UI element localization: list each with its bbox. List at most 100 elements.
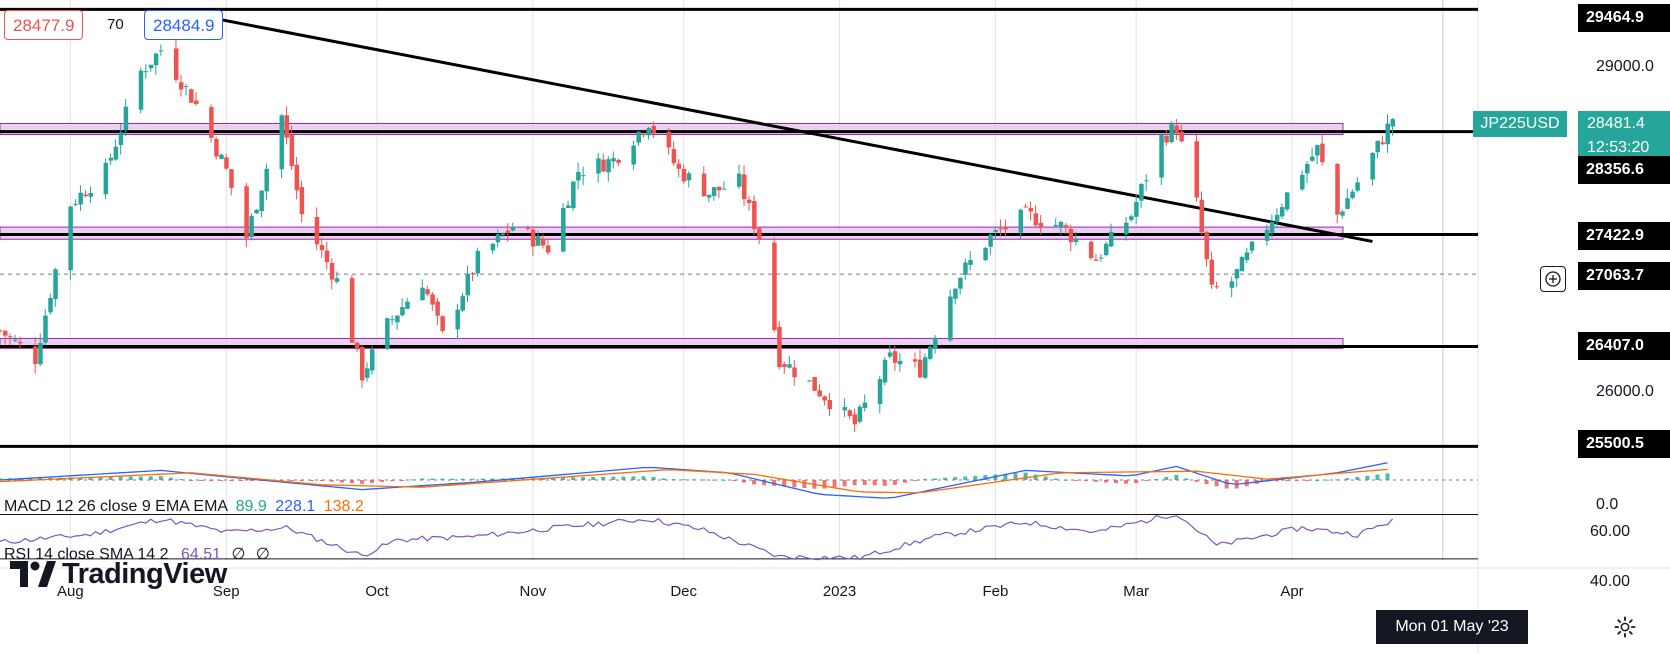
candle-body — [299, 186, 305, 215]
candle-body — [1068, 228, 1074, 243]
macd-histogram-bar — [1144, 480, 1149, 482]
rsi-title: RSI 14 close SMA 14 2 — [4, 546, 169, 563]
macd-histogram-bar — [0, 478, 2, 480]
rsi-legend[interactable]: RSI 14 close SMA 14 2 64.51 ∅ ∅ — [4, 544, 270, 564]
candle-body — [1038, 222, 1044, 227]
macd-histogram-bar — [953, 477, 958, 480]
macd-histogram-bar — [701, 479, 706, 481]
candle-body — [158, 50, 164, 52]
candle-body — [1174, 125, 1179, 134]
support-resistance-zone — [0, 337, 1344, 349]
candle-body — [33, 346, 38, 365]
macd-histogram-bar — [28, 477, 33, 480]
macd-histogram-bar — [742, 480, 747, 483]
macd-histogram-bar — [98, 477, 103, 480]
candle-body — [118, 132, 124, 145]
add-level-button[interactable] — [1540, 266, 1566, 292]
candle-body — [827, 400, 832, 410]
candle-body — [229, 169, 234, 188]
candle-body — [676, 163, 682, 169]
candle-body — [1279, 207, 1285, 217]
candle-body — [887, 352, 893, 357]
candle-body — [576, 172, 581, 181]
macd-histogram-bar — [239, 480, 244, 481]
last-price: 28481.4 — [1587, 115, 1645, 132]
macd-histogram-bar — [963, 476, 968, 480]
macd-histogram-bar — [681, 479, 686, 481]
candle-body — [525, 227, 531, 229]
candle-body — [13, 339, 18, 341]
candle-body — [48, 297, 53, 313]
candle-body — [500, 233, 506, 236]
candle-body — [0, 330, 3, 332]
candle-body — [435, 301, 440, 316]
candle-body — [540, 238, 546, 246]
candle-body — [1300, 174, 1305, 190]
candle-body — [1028, 208, 1034, 212]
macd-histogram-bar — [38, 477, 43, 480]
macd-histogram-bar — [561, 477, 566, 480]
macd-histogram-bar — [1134, 480, 1139, 484]
time-axis-label: Oct — [365, 583, 389, 600]
candle-body — [1073, 239, 1079, 243]
macd-histogram-bar — [178, 479, 183, 481]
macd-histogram-bar — [822, 480, 827, 489]
time-axis-label: Feb — [982, 583, 1008, 600]
candle-body — [606, 159, 611, 173]
candle-body — [1274, 214, 1280, 222]
candle-body — [349, 278, 355, 343]
macd-histogram-bar — [88, 477, 93, 480]
candle-body — [1370, 152, 1375, 180]
candle-body — [1310, 156, 1315, 161]
candle-body — [877, 379, 883, 405]
candle-body — [757, 228, 762, 240]
candle-body — [1385, 123, 1391, 145]
gear-icon[interactable] — [1614, 616, 1636, 638]
candle-body — [1204, 231, 1210, 260]
macd-signal-line — [0, 468, 1388, 494]
macd-histogram-bar — [933, 478, 938, 480]
candle-body — [3, 330, 8, 336]
macd-histogram-bar — [380, 480, 385, 483]
macd-histogram-bar — [1194, 480, 1199, 482]
candle-body — [385, 318, 390, 349]
bid-price-box[interactable]: 28477.9 — [4, 10, 84, 40]
ask-price-box[interactable]: 28484.9 — [144, 10, 224, 40]
candle-body — [787, 364, 792, 368]
level-tag-25500: 25500.5 — [1578, 430, 1670, 458]
macd-histogram-bar — [158, 476, 163, 480]
macd-histogram-bar — [410, 479, 415, 481]
macd-histogram-bar — [1355, 476, 1360, 480]
macd-histogram-bar — [711, 479, 716, 481]
macd-histogram-bar — [1274, 480, 1279, 482]
candle-body — [822, 396, 827, 401]
candle-body — [319, 245, 325, 251]
candle-body — [1269, 222, 1275, 233]
tradingview-logo[interactable]: TradingView — [10, 556, 227, 592]
candle-body — [73, 203, 78, 205]
candle-body — [294, 164, 300, 191]
candle-body — [324, 250, 330, 263]
macd-histogram-bar — [440, 478, 445, 480]
candle-body — [8, 336, 13, 338]
macd-histogram-bar — [1284, 480, 1289, 481]
support-resistance-zone — [0, 122, 1344, 135]
candle-body — [782, 364, 787, 368]
macd-legend[interactable]: MACD 12 26 close 9 EMA EMA 89.9 228.1 13… — [4, 498, 364, 516]
candle-body — [148, 64, 154, 69]
candle-body — [646, 128, 652, 136]
rsi-extra-1: ∅ — [231, 546, 246, 563]
candle-body — [807, 380, 812, 382]
candle-body — [772, 242, 777, 331]
candle-body — [1058, 221, 1064, 228]
macd-histogram-bar — [450, 478, 455, 480]
candle-body — [1320, 143, 1325, 163]
macd-histogram-bar — [651, 476, 656, 480]
macd-histogram-bar — [400, 480, 405, 481]
candle-body — [1088, 241, 1094, 259]
price-tick-26000: 26000.0 — [1596, 383, 1654, 400]
macd-histogram-bar — [319, 480, 324, 482]
macd-histogram-bar — [470, 478, 475, 480]
candle-body — [359, 346, 365, 381]
